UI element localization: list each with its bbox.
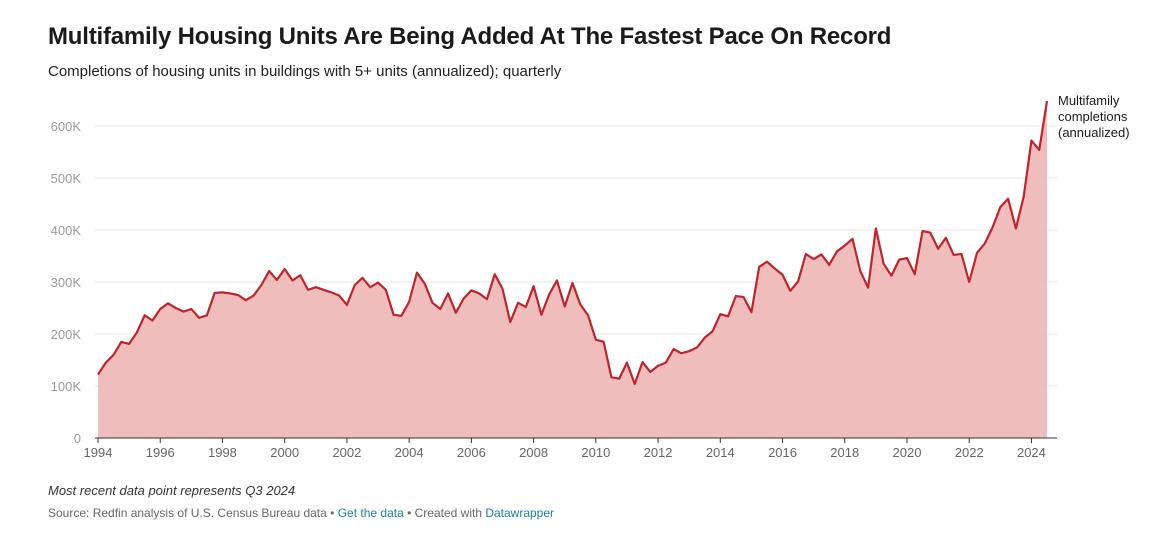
get-the-data-link[interactable]: Get the data — [337, 506, 404, 520]
x-tick-label: 2002 — [332, 445, 361, 460]
area-layer — [97, 100, 1049, 438]
x-tick-label: 2022 — [955, 445, 984, 460]
datawrapper-link[interactable]: Datawrapper — [485, 506, 555, 520]
x-tick-label: 1998 — [208, 445, 237, 460]
chart-title: Multifamily Housing Units Are Being Adde… — [48, 23, 892, 50]
series-label: (annualized) — [1058, 125, 1130, 140]
x-tick-label: 1996 — [146, 445, 175, 460]
axes: 0 100K 200K 300K 400K 500K 600K 1994 1996 1998 200… — [51, 119, 1057, 460]
created-with-text: Created with — [414, 506, 486, 520]
x-tick-label: 2018 — [830, 445, 859, 460]
x-tick-label: 2006 — [457, 445, 486, 460]
chart-subtitle: Completions of housing units in building… — [48, 63, 562, 80]
x-tick-label: 2010 — [581, 445, 610, 460]
series-label: Multifamily — [1058, 93, 1120, 108]
x-tick-label: 2016 — [768, 445, 797, 460]
y-tick-label: 100K — [51, 379, 82, 394]
y-tick-label: 500K — [51, 171, 82, 186]
y-tick-label: 200K — [51, 327, 82, 342]
x-tick-label: 1994 — [84, 445, 113, 460]
separator: • — [403, 506, 415, 520]
series-area — [98, 101, 1047, 438]
x-tick-label: 2012 — [644, 445, 673, 460]
footnote: Most recent data point represents Q3 202… — [48, 483, 296, 498]
y-tick-label: 400K — [51, 223, 82, 238]
source-text: Source: Redfin analysis of U.S. Census B… — [48, 506, 327, 520]
x-tick-label: 2014 — [706, 445, 735, 460]
series-label: completions — [1058, 109, 1128, 124]
y-tick-label: 0 — [74, 431, 81, 446]
source-line: Source: Redfin analysis of U.S. Census B… — [48, 506, 554, 520]
separator: • — [326, 506, 338, 520]
x-tick-label: 2004 — [395, 445, 424, 460]
x-tick-label: 2020 — [893, 445, 922, 460]
x-tick-label: 2000 — [270, 445, 299, 460]
x-tick-label: 2008 — [519, 445, 548, 460]
x-tick-label: 2024 — [1017, 445, 1046, 460]
y-tick-label: 600K — [51, 119, 82, 134]
series-line — [97, 100, 1049, 386]
y-tick-label: 300K — [51, 275, 82, 290]
